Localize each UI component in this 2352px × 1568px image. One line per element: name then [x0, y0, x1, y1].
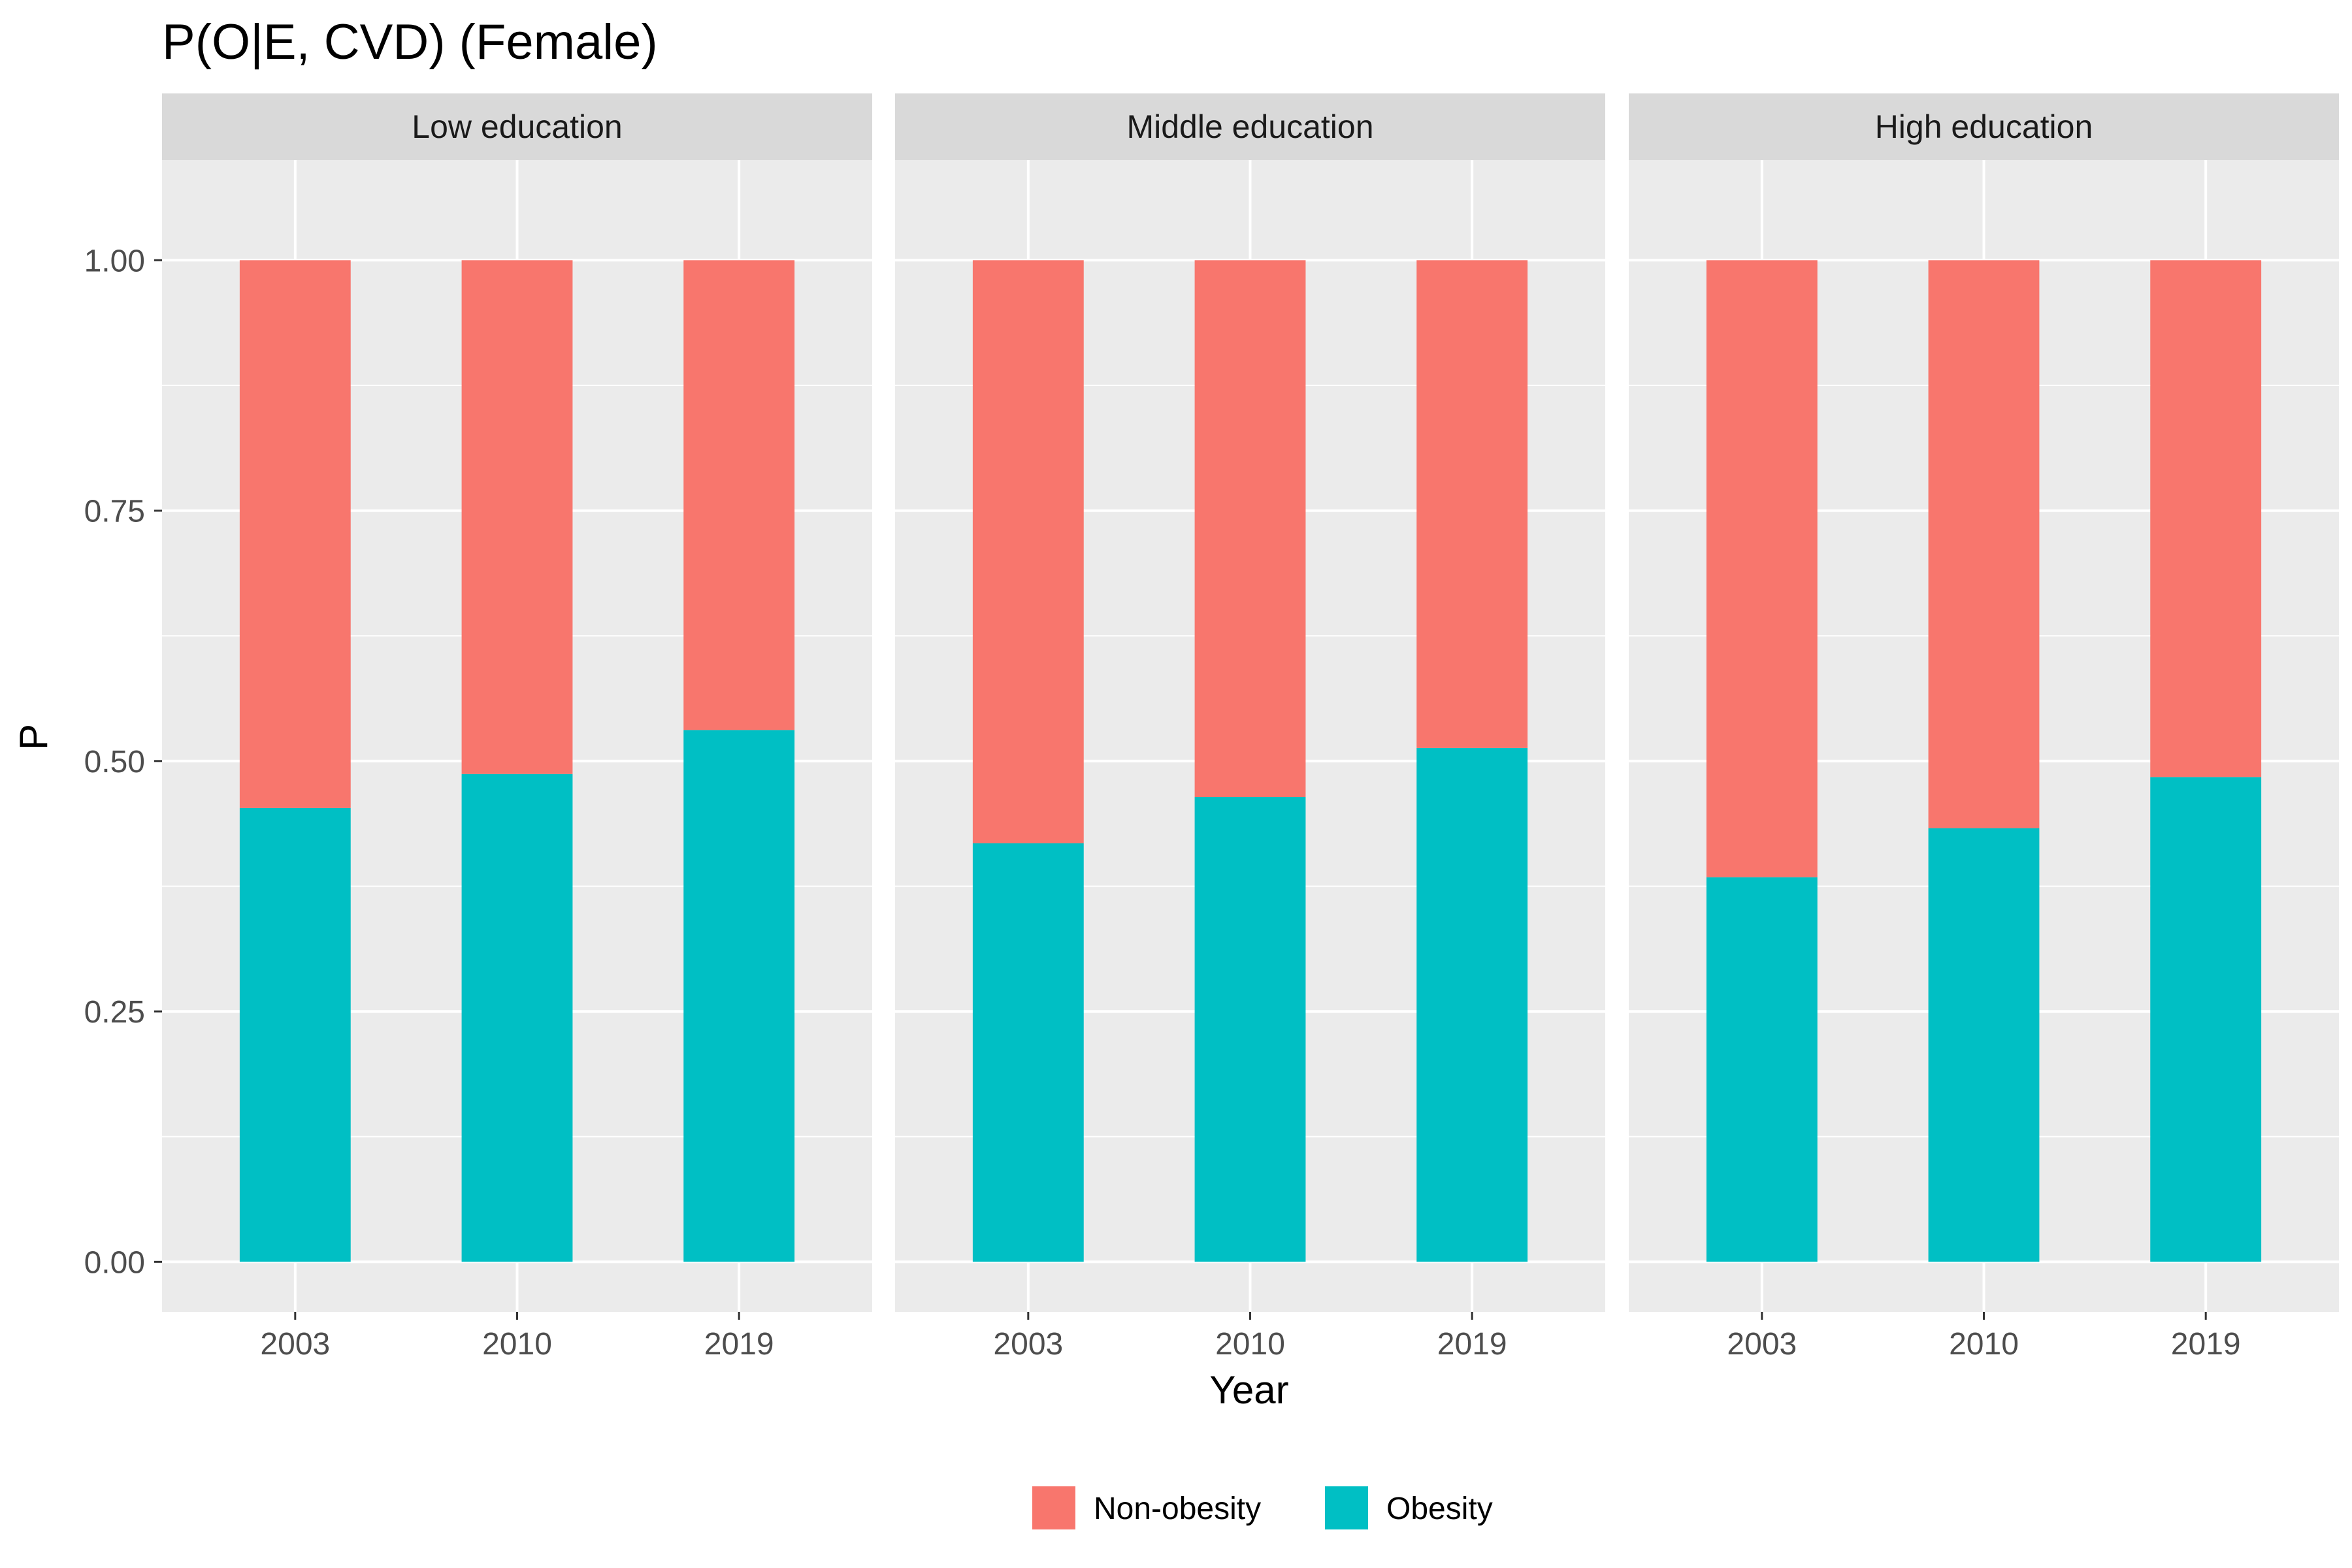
- x-tick-label: 2019: [704, 1327, 774, 1362]
- facet-strip-label: High education: [1875, 108, 2093, 145]
- bar-obesity: [1706, 877, 1818, 1262]
- y-tick-label: 0.75: [84, 495, 145, 529]
- bar-non-obesity: [2150, 260, 2262, 777]
- legend-key: [1032, 1486, 1075, 1529]
- y-tick-label: 0.25: [84, 995, 145, 1030]
- x-tick-label: 2010: [1215, 1327, 1285, 1362]
- bar-obesity: [972, 843, 1084, 1262]
- facet-panel: 2003 2010 2019 High education: [1629, 93, 2339, 1362]
- y-tick-label: 0.00: [84, 1245, 145, 1280]
- facet-panel: 2003 2010 2019 Middle education: [895, 93, 1605, 1362]
- y-tick-label: 0.50: [84, 745, 145, 779]
- facet-panels: 2003 2010 2019 Low education 2003 2010 2019 Mid…: [162, 93, 2339, 1362]
- y-tick-label: 1.00: [84, 244, 145, 278]
- bar-obesity: [1194, 797, 1306, 1262]
- bar-non-obesity: [461, 260, 573, 774]
- facet-strip-label: Low education: [412, 108, 622, 145]
- chart-title: P(O|E, CVD) (Female): [162, 14, 658, 70]
- bar-obesity: [461, 774, 573, 1262]
- bar-non-obesity: [972, 260, 1084, 843]
- bar-non-obesity: [1706, 260, 1818, 877]
- bar-obesity: [239, 808, 351, 1262]
- bar-non-obesity: [1928, 260, 2040, 828]
- facet-strip: [895, 93, 1605, 160]
- x-tick-label: 2010: [482, 1327, 552, 1362]
- x-tick-label: 2010: [1949, 1327, 2019, 1362]
- x-tick-label: 2003: [1727, 1327, 1797, 1362]
- x-tick-label: 2019: [1437, 1327, 1507, 1362]
- x-axis-title: Year: [1209, 1368, 1288, 1412]
- bar-obesity: [683, 730, 795, 1262]
- facet-panel: 2003 2010 2019 Low education: [162, 93, 872, 1362]
- bar-non-obesity: [239, 260, 351, 808]
- legend: Non-obesity Obesity: [1032, 1486, 1493, 1529]
- bar-obesity: [2150, 777, 2262, 1262]
- legend-label: Obesity: [1386, 1492, 1493, 1526]
- legend-key: [1325, 1486, 1368, 1529]
- facet-strip: [162, 93, 872, 160]
- facet-strip-label: Middle education: [1126, 108, 1373, 145]
- legend-label: Non-obesity: [1094, 1492, 1261, 1526]
- x-tick-label: 2019: [2171, 1327, 2241, 1362]
- bar-non-obesity: [683, 260, 795, 730]
- bar-obesity: [1416, 747, 1528, 1262]
- x-tick-label: 2003: [993, 1327, 1063, 1362]
- bar-non-obesity: [1194, 260, 1306, 798]
- facet-strip: [1629, 93, 2339, 160]
- x-tick-label: 2003: [260, 1327, 330, 1362]
- y-axis-title: P: [12, 724, 56, 750]
- y-axis: 0.00 0.25 0.50 0.75 1.00: [84, 244, 162, 1280]
- bar-non-obesity: [1416, 260, 1528, 748]
- bar-obesity: [1928, 828, 2040, 1262]
